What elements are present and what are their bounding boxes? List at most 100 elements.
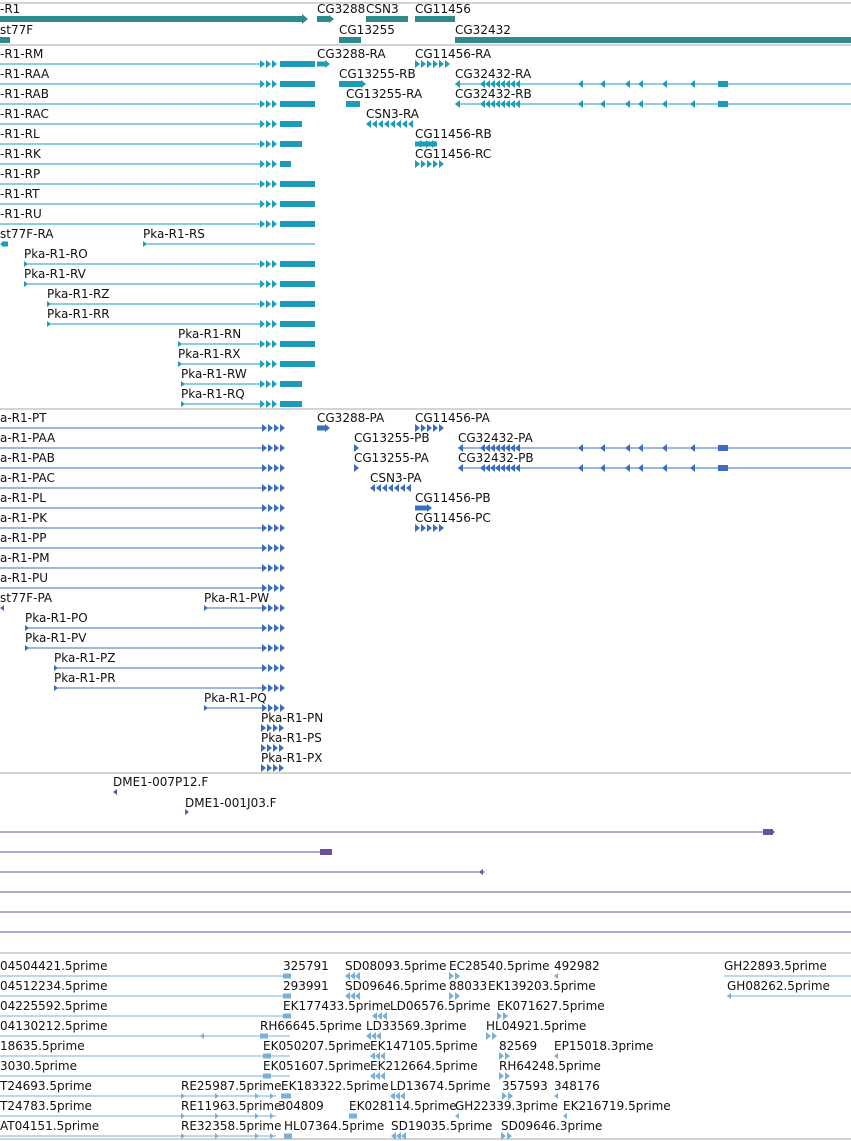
transcript-track-feature-label[interactable]: CG3288-RA [317, 47, 386, 61]
strand-arrow-left[interactable] [391, 1132, 396, 1140]
feature-exon-block[interactable] [763, 829, 773, 835]
protein-track-feature-label[interactable]: a-R1-PL [0, 491, 46, 505]
strand-arrow-right[interactable] [272, 280, 277, 288]
strand-arrow-left[interactable] [485, 444, 490, 452]
transcript-track-feature-label[interactable]: Pka-R1-RW [181, 367, 247, 381]
feature-exon-block[interactable] [415, 505, 427, 511]
cdna-track-feature-label[interactable]: EK183322.5prime [281, 1079, 389, 1093]
strand-arrow-left[interactable] [0, 605, 4, 611]
strand-arrow-left[interactable] [600, 100, 605, 108]
strand-arrow-right[interactable] [261, 744, 266, 752]
strand-arrow-right[interactable] [280, 604, 285, 612]
strand-arrow-right[interactable] [262, 664, 267, 672]
strand-arrow-right[interactable] [274, 424, 279, 432]
strand-arrow-left[interactable] [495, 444, 500, 452]
transcript-track-feature-label[interactable]: -R1-RAA [0, 67, 50, 81]
strand-arrow-right[interactable] [439, 160, 444, 168]
strand-arrow-right[interactable] [280, 684, 285, 692]
strand-arrow-right[interactable] [185, 809, 189, 815]
strand-arrow-right[interactable] [280, 504, 285, 512]
strand-arrow-left[interactable] [690, 100, 695, 108]
strand-arrow-left[interactable] [458, 444, 463, 452]
strand-arrow-right[interactable] [266, 400, 271, 408]
strand-arrow-right[interactable] [268, 544, 273, 552]
est-track-feature-label[interactable]: DME1-007P12.F [113, 775, 208, 789]
transcript-track-feature-label[interactable]: CG13255-RB [339, 67, 416, 81]
feature-exon-block[interactable] [2, 241, 8, 247]
strand-arrow-right[interactable] [268, 564, 273, 572]
strand-arrow-left[interactable] [638, 100, 643, 108]
strand-arrow-right[interactable] [361, 80, 366, 88]
strand-arrow-right[interactable] [421, 524, 426, 532]
cdna-track-feature-label[interactable]: 357593 [502, 1079, 548, 1093]
strand-arrow-right[interactable] [272, 120, 277, 128]
strand-arrow-right[interactable] [272, 300, 277, 308]
strand-arrow-right[interactable] [280, 524, 285, 532]
transcript-track-feature-label[interactable]: -R1-RT [0, 187, 40, 201]
strand-arrow-left[interactable] [554, 1053, 558, 1059]
strand-arrow-left[interactable] [495, 100, 500, 108]
protein-track-feature-label[interactable]: st77F-PA [0, 591, 53, 605]
strand-arrow-right[interactable] [354, 444, 359, 452]
protein-track-feature-label[interactable]: Pka-R1-PO [25, 611, 88, 625]
strand-arrow-right[interactable] [433, 160, 438, 168]
strand-arrow-right[interactable] [274, 444, 279, 452]
strand-arrow-right[interactable] [427, 504, 432, 512]
strand-arrow-right[interactable] [260, 220, 265, 228]
strand-arrow-left[interactable] [375, 1072, 380, 1080]
strand-arrow-left[interactable] [480, 464, 485, 472]
strand-arrow-right[interactable] [24, 261, 28, 267]
feature-exon-block[interactable] [260, 1033, 268, 1039]
strand-arrow-right[interactable] [47, 301, 51, 307]
strand-arrow-right[interactable] [274, 664, 279, 672]
strand-arrow-right[interactable] [260, 120, 265, 128]
cdna-track-feature-label[interactable]: 88033 [449, 979, 487, 993]
strand-arrow-right[interactable] [262, 464, 267, 472]
protein-track-feature-label[interactable]: Pka-R1-PV [25, 631, 87, 645]
feature-exon-block[interactable] [280, 281, 315, 287]
strand-arrow-right[interactable] [266, 380, 271, 388]
strand-arrow-right[interactable] [302, 14, 308, 24]
strand-arrow-left[interactable] [390, 120, 395, 128]
strand-arrow-right[interactable] [266, 140, 271, 148]
cdna-track-feature-label[interactable]: RE25987.5prime [181, 1079, 282, 1093]
strand-arrow-right[interactable] [280, 444, 285, 452]
strand-arrow-left[interactable] [400, 484, 405, 492]
cdna-track-feature-label[interactable]: EK028114.5prime [349, 1099, 457, 1113]
feature-exon-block[interactable] [349, 1113, 357, 1119]
strand-arrow-right[interactable] [771, 829, 775, 835]
strand-arrow-right[interactable] [266, 280, 271, 288]
strand-arrow-right[interactable] [272, 340, 277, 348]
transcript-track-feature-label[interactable]: st77F-RA [0, 227, 54, 241]
strand-arrow-left[interactable] [396, 120, 401, 128]
strand-arrow-right[interactable] [415, 60, 420, 68]
cdna-track-feature-label[interactable]: EK071627.5prime [497, 999, 605, 1013]
strand-arrow-right[interactable] [181, 1133, 185, 1139]
strand-arrow-right[interactable] [204, 705, 208, 711]
strand-arrow-right[interactable] [415, 160, 420, 168]
strand-arrow-right[interactable] [215, 1093, 219, 1099]
strand-arrow-right[interactable] [267, 764, 272, 772]
strand-arrow-right[interactable] [433, 60, 438, 68]
feature-exon-block[interactable] [317, 425, 325, 431]
feature-exon-block[interactable] [280, 201, 315, 207]
cdna-track-feature-label[interactable]: T24783.5prime [0, 1099, 92, 1113]
strand-arrow-right[interactable] [439, 424, 444, 432]
strand-arrow-left[interactable] [366, 120, 371, 128]
feature-exon-block[interactable] [339, 81, 361, 87]
strand-arrow-right[interactable] [426, 140, 431, 148]
protein-track-feature-label[interactable]: a-R1-PM [0, 551, 50, 565]
strand-arrow-right[interactable] [507, 1132, 512, 1140]
strand-arrow-right[interactable] [260, 140, 265, 148]
feature-exon-block[interactable] [263, 1073, 271, 1079]
feature-exon-block[interactable] [280, 161, 291, 167]
transcript-track-feature-label[interactable]: CG32432-RB [455, 87, 532, 101]
strand-arrow-left[interactable] [510, 100, 515, 108]
strand-arrow-right[interactable] [499, 1052, 504, 1060]
transcript-track-feature-label[interactable]: -R1-RM [0, 47, 43, 61]
strand-arrow-right[interactable] [260, 180, 265, 188]
strand-arrow-right[interactable] [268, 664, 273, 672]
strand-arrow-left[interactable] [370, 1072, 375, 1080]
cdna-track-feature-label[interactable]: GH08262.5prime [727, 979, 830, 993]
strand-arrow-left[interactable] [510, 444, 515, 452]
